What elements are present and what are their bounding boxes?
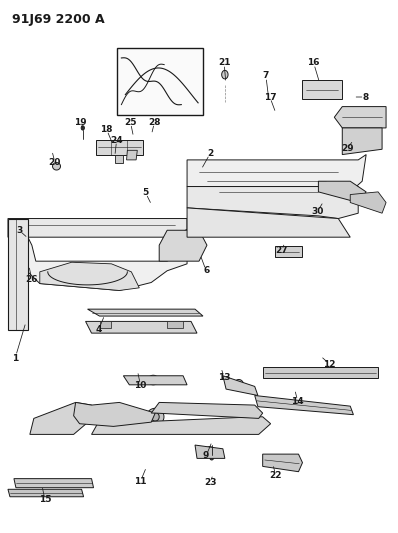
Polygon shape <box>344 368 349 377</box>
Polygon shape <box>263 367 378 378</box>
Polygon shape <box>223 376 258 395</box>
Polygon shape <box>146 408 164 425</box>
Text: 25: 25 <box>124 118 137 127</box>
Polygon shape <box>88 309 203 316</box>
Text: 16: 16 <box>307 59 320 67</box>
Polygon shape <box>123 376 187 385</box>
Text: 91J69 2200 A: 91J69 2200 A <box>12 13 105 26</box>
Polygon shape <box>151 413 159 421</box>
Text: 14: 14 <box>291 397 304 406</box>
Text: 29: 29 <box>341 144 354 152</box>
Polygon shape <box>53 163 60 170</box>
Polygon shape <box>342 128 382 155</box>
Polygon shape <box>255 395 353 415</box>
Text: 17: 17 <box>263 93 276 101</box>
Text: 2: 2 <box>207 149 213 158</box>
Polygon shape <box>30 402 96 434</box>
Text: 4: 4 <box>96 325 102 334</box>
Polygon shape <box>115 155 123 163</box>
Polygon shape <box>205 447 215 456</box>
Polygon shape <box>263 454 302 472</box>
Text: 18: 18 <box>100 125 113 134</box>
Polygon shape <box>148 375 158 385</box>
Polygon shape <box>187 187 358 219</box>
Text: 15: 15 <box>39 496 51 504</box>
Polygon shape <box>28 237 187 290</box>
Polygon shape <box>8 219 187 237</box>
Text: 7: 7 <box>263 71 269 80</box>
Polygon shape <box>159 230 207 261</box>
Polygon shape <box>127 150 137 160</box>
Polygon shape <box>234 379 244 390</box>
Text: 11: 11 <box>134 477 147 486</box>
Polygon shape <box>96 140 143 155</box>
Polygon shape <box>210 455 214 460</box>
Text: 23: 23 <box>204 478 217 487</box>
Text: 5: 5 <box>142 189 149 197</box>
Polygon shape <box>276 368 281 377</box>
Polygon shape <box>350 192 386 213</box>
Polygon shape <box>151 402 263 418</box>
Polygon shape <box>167 321 183 328</box>
Text: 22: 22 <box>269 472 282 480</box>
Polygon shape <box>74 402 155 426</box>
Bar <box>117 48 203 115</box>
Text: 10: 10 <box>134 381 147 390</box>
Polygon shape <box>187 208 350 237</box>
Polygon shape <box>195 445 225 458</box>
Polygon shape <box>368 368 373 377</box>
Text: 19: 19 <box>74 118 87 127</box>
Polygon shape <box>187 155 366 192</box>
Polygon shape <box>81 126 84 130</box>
Polygon shape <box>275 246 302 257</box>
Text: 8: 8 <box>362 93 369 101</box>
Text: 1: 1 <box>12 354 18 362</box>
Polygon shape <box>302 80 342 99</box>
Text: 21: 21 <box>218 59 230 67</box>
Text: 3: 3 <box>16 226 22 235</box>
Text: 30: 30 <box>311 207 324 215</box>
Polygon shape <box>334 107 386 128</box>
Text: 20: 20 <box>49 158 61 167</box>
Polygon shape <box>100 321 111 328</box>
Text: 9: 9 <box>203 451 209 460</box>
Polygon shape <box>318 181 366 203</box>
Text: 24: 24 <box>110 136 123 144</box>
Polygon shape <box>8 489 84 497</box>
Text: 26: 26 <box>25 276 38 284</box>
Text: 27: 27 <box>275 246 288 255</box>
Text: 12: 12 <box>323 360 336 368</box>
Text: 6: 6 <box>203 266 209 275</box>
Polygon shape <box>222 70 228 79</box>
Polygon shape <box>40 262 139 290</box>
Polygon shape <box>8 219 28 330</box>
Text: 13: 13 <box>218 373 230 382</box>
Polygon shape <box>14 479 94 488</box>
Text: 28: 28 <box>148 118 161 127</box>
Polygon shape <box>86 321 197 333</box>
Polygon shape <box>92 417 271 434</box>
